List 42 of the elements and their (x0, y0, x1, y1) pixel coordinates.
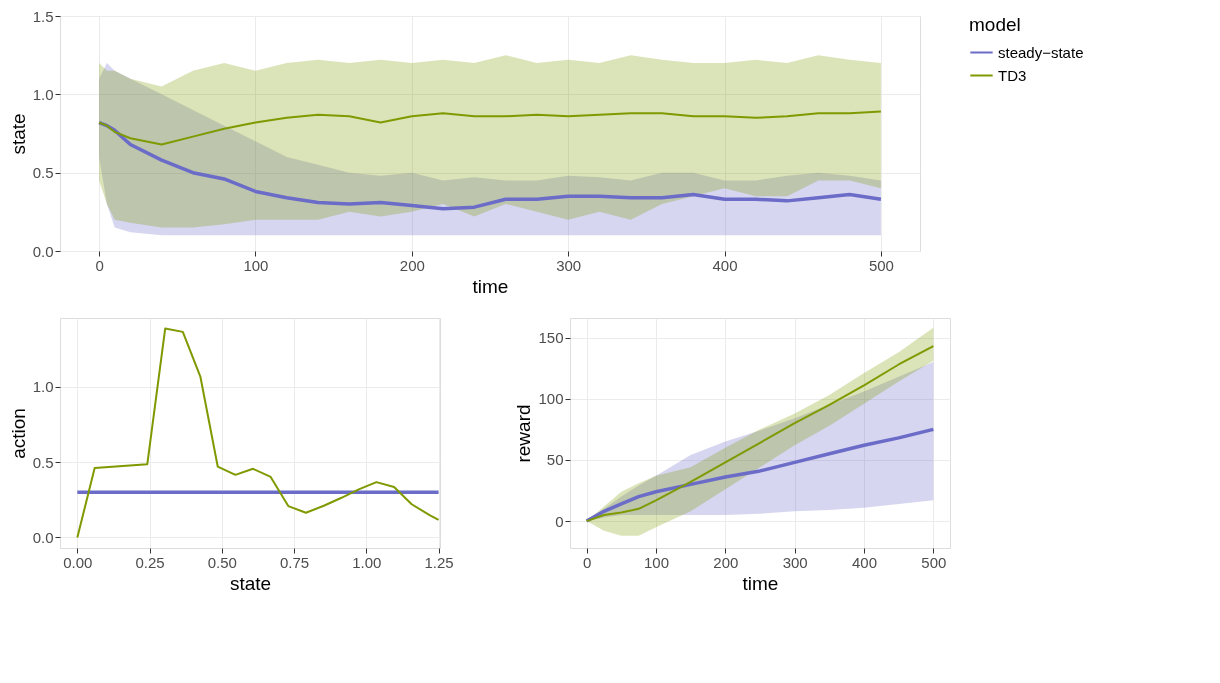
x-tick-label: 0.25 (135, 553, 165, 571)
x-tick-label: 300 (782, 553, 808, 571)
line-series (584, 427, 936, 523)
legend-label: TD3 (998, 66, 1027, 84)
line-series (98, 110, 882, 146)
x-tick-label: 1.25 (424, 553, 454, 571)
x-tick-label: 200 (399, 256, 425, 274)
x-tick-label: 300 (556, 256, 582, 274)
x-tick-label: 0.50 (207, 553, 237, 571)
y-tick-label: 1.0 (32, 85, 54, 103)
x-axis-title: state (229, 572, 272, 594)
y-tick-label: 0.5 (32, 164, 54, 182)
y-axis-title: reward (513, 404, 535, 463)
y-axis-title: state (7, 113, 29, 155)
y-tick-label: 0.0 (32, 242, 54, 260)
y-tick-label: 1.5 (32, 7, 54, 25)
y-tick-label: 0 (555, 512, 564, 530)
x-tick-label: 0 (95, 256, 104, 274)
legend-label: steady−state (998, 43, 1084, 61)
y-tick-label: 1.0 (32, 378, 54, 396)
x-tick-label: 200 (713, 553, 739, 571)
y-tick-label: 0.0 (32, 528, 54, 546)
y-axis-title: action (7, 408, 29, 459)
x-tick-label: 500 (921, 553, 947, 571)
y-tick-label: 150 (538, 329, 564, 347)
x-tick-label: 0.75 (279, 553, 310, 571)
x-tick-label: 100 (643, 553, 669, 571)
x-tick-label: 500 (868, 256, 894, 274)
y-tick-label: 0.5 (32, 453, 54, 471)
x-tick-label: 0.00 (63, 553, 93, 571)
y-tick-label: 50 (546, 451, 564, 469)
legend-title: model (969, 14, 1021, 35)
line-series (97, 120, 883, 211)
x-tick-label: 0 (582, 553, 592, 571)
x-axis-title: time (742, 572, 779, 594)
x-tick-label: 100 (243, 256, 269, 274)
line-series (76, 327, 440, 539)
x-tick-label: 1.00 (352, 553, 382, 571)
y-tick-label: 100 (538, 390, 564, 408)
x-axis-title: time (472, 275, 509, 297)
x-tick-label: 400 (712, 256, 738, 274)
x-tick-label: 400 (852, 553, 878, 571)
